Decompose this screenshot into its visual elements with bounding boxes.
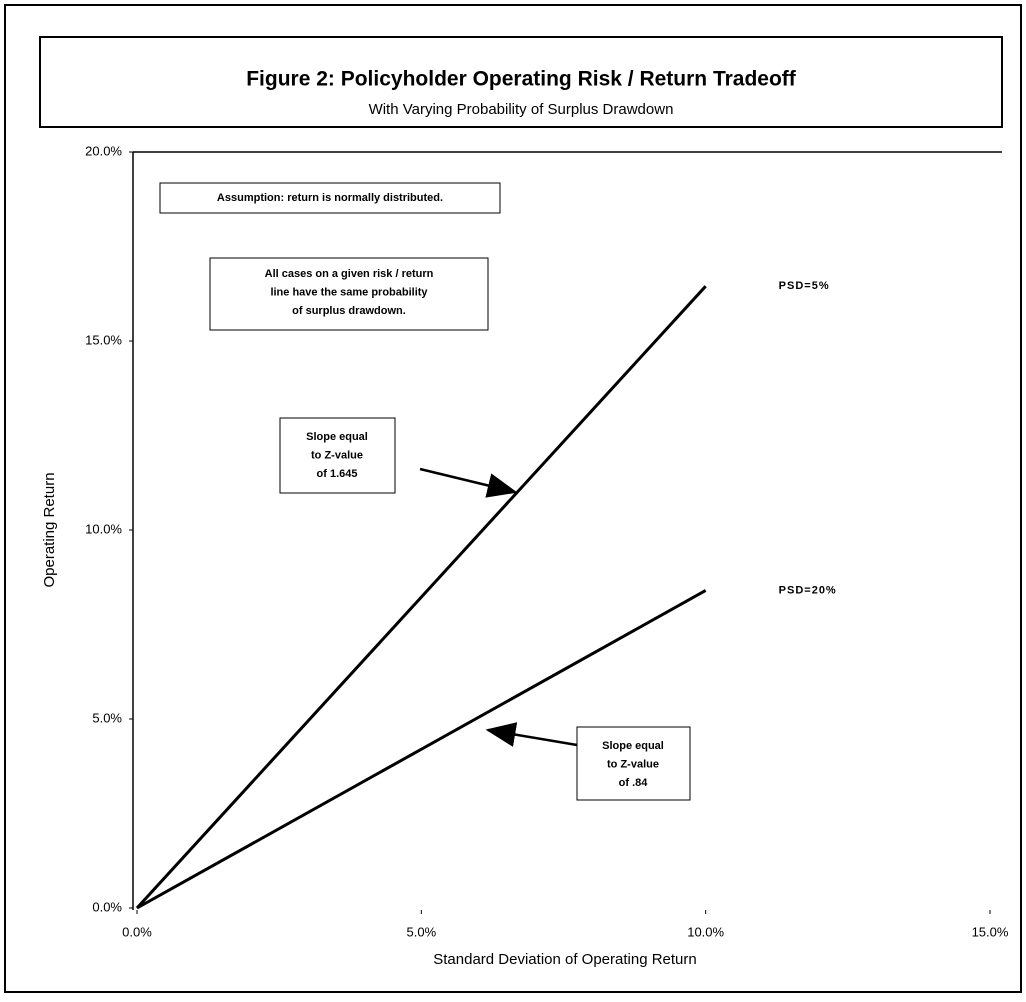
annotation-text: of surplus drawdown. bbox=[292, 305, 406, 317]
annotation-text: of 1.645 bbox=[317, 468, 358, 480]
chart-subtitle: With Varying Probability of Surplus Draw… bbox=[369, 101, 674, 118]
y-tick-label: 15.0% bbox=[85, 332, 122, 347]
arrow bbox=[419, 467, 518, 498]
annotation-text: Assumption: return is normally distribut… bbox=[217, 192, 443, 204]
y-tick-label: 10.0% bbox=[85, 521, 122, 536]
annotation-text: to Z-value bbox=[311, 449, 363, 461]
annotation-text: Slope equal bbox=[602, 740, 664, 752]
title-box bbox=[39, 36, 1003, 128]
series-label: PSD=20% bbox=[779, 584, 837, 596]
y-tick-label: 0.0% bbox=[92, 899, 122, 914]
chart-title: Figure 2: Policyholder Operating Risk / … bbox=[246, 68, 797, 91]
annotation-box bbox=[279, 417, 396, 494]
annotation-text: Slope equal bbox=[306, 431, 368, 443]
x-tick-label: 10.0% bbox=[687, 924, 724, 939]
annotation-box bbox=[576, 726, 691, 801]
annotation-box bbox=[159, 182, 501, 214]
series-line bbox=[135, 285, 707, 910]
x-tick-label: 0.0% bbox=[122, 924, 152, 939]
x-tick-label: 5.0% bbox=[407, 924, 437, 939]
y-tick-label: 20.0% bbox=[85, 143, 122, 158]
arrow bbox=[485, 722, 578, 747]
x-axis-label: Standard Deviation of Operating Return bbox=[433, 951, 697, 968]
annotation-box bbox=[209, 257, 489, 331]
y-axis-label: Operating Return bbox=[41, 472, 58, 587]
series-line bbox=[136, 589, 707, 910]
y-tick-label: 5.0% bbox=[92, 710, 122, 725]
annotation-text: of .84 bbox=[619, 777, 649, 789]
annotation-text: All cases on a given risk / return bbox=[265, 268, 434, 280]
annotation-text: to Z-value bbox=[607, 758, 659, 770]
annotation-text: line have the same probability bbox=[270, 286, 428, 298]
series-label: PSD=5% bbox=[779, 280, 830, 292]
x-tick-label: 15.0% bbox=[972, 924, 1009, 939]
